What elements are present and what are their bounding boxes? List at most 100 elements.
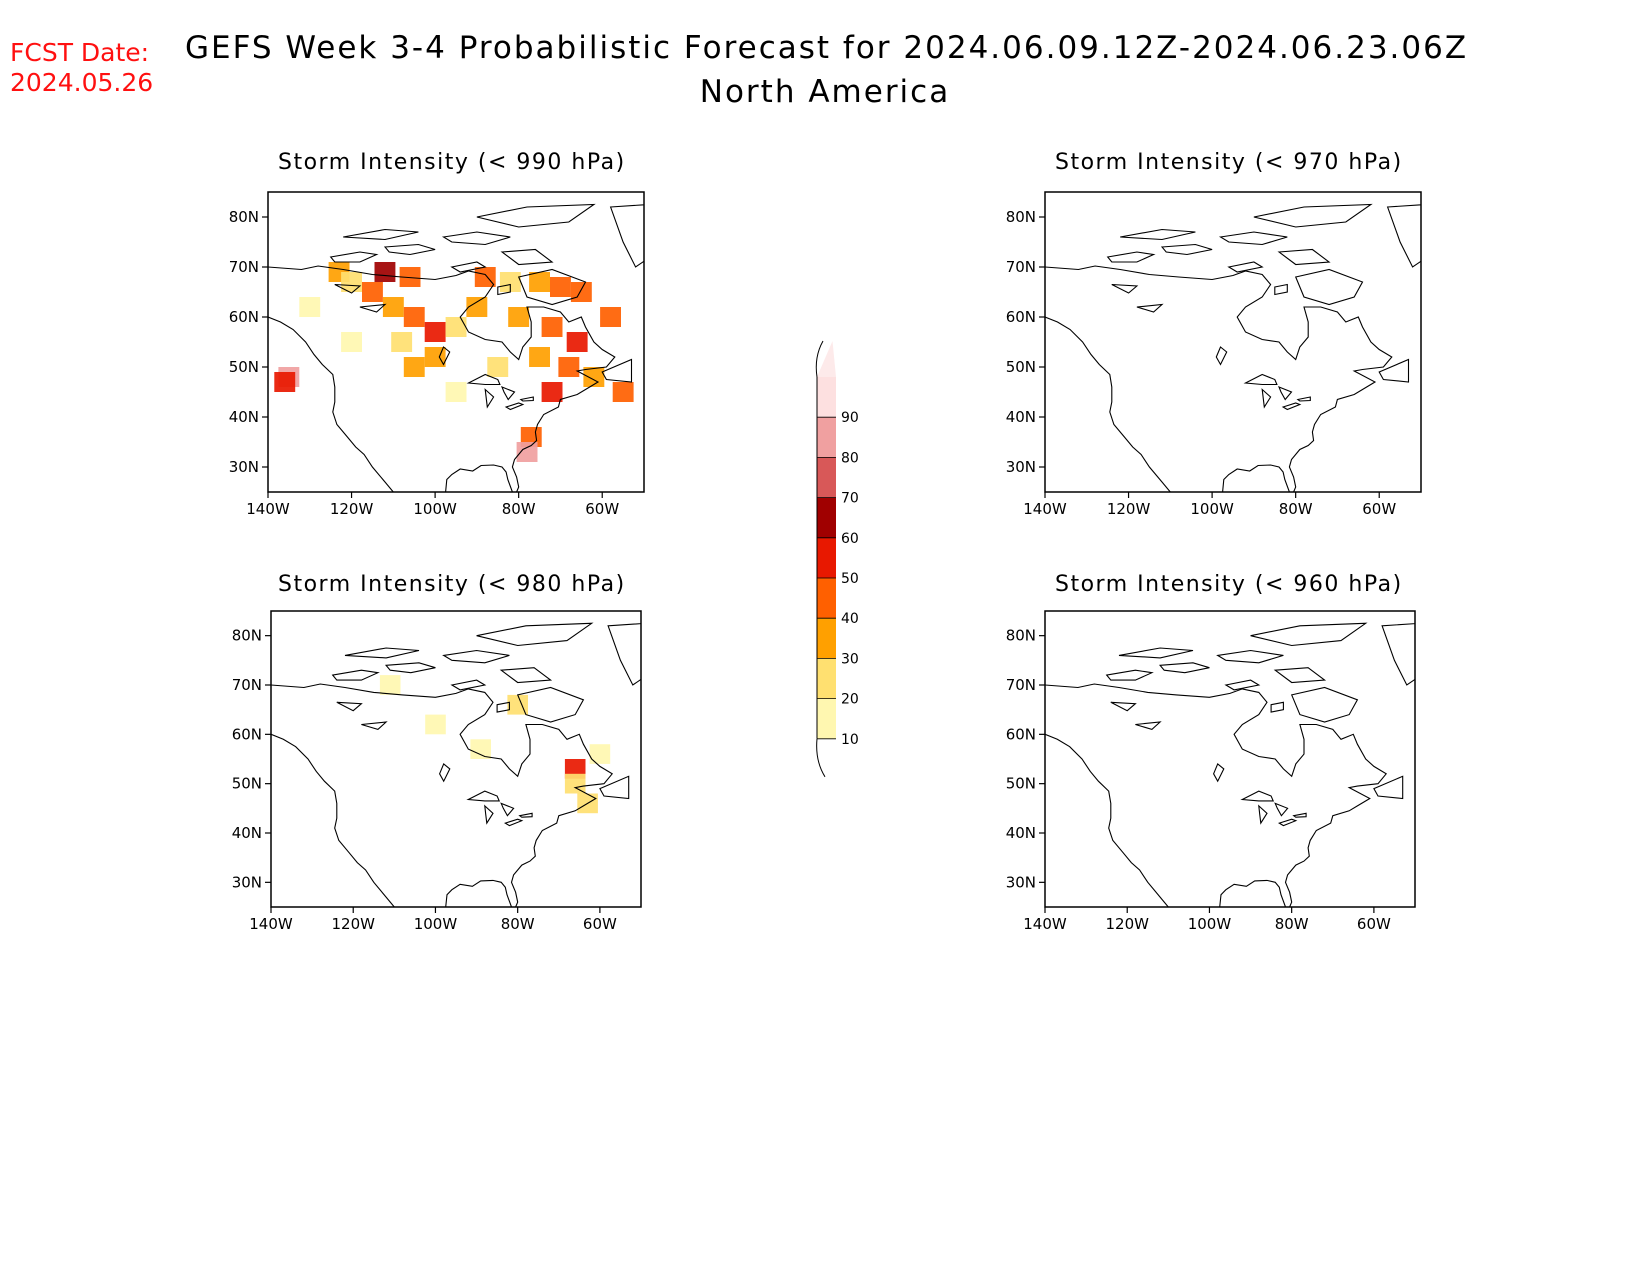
probability-cell (550, 277, 571, 297)
probability-cell (382, 297, 404, 317)
map-panel-990: 80N 70N 60N 50N 40N 30N 140W 120W 100W 80W 60W (229, 191, 645, 518)
lon-tick-label: 100W (1188, 915, 1232, 933)
coastline (599, 775, 630, 800)
lat-tick-label: 80N (229, 208, 259, 226)
coastline (1222, 464, 1290, 492)
probability-cell (374, 262, 396, 282)
probability-cell (508, 307, 530, 327)
coastline (466, 790, 501, 802)
lat-tick-label: 30N (229, 458, 259, 476)
probability-cell (516, 442, 538, 462)
lat-tick-label: 70N (232, 676, 262, 694)
coastline (438, 346, 451, 366)
probability-cell (541, 382, 563, 402)
lat-tick-label: 40N (232, 824, 262, 842)
lon-tick-label: 100W (1190, 500, 1234, 518)
coastline (1160, 243, 1213, 256)
colorbar-label: 30 (841, 651, 859, 667)
coastline (1281, 402, 1302, 411)
lat-tick-label: 70N (1006, 258, 1036, 276)
lat-tick-label: 40N (1006, 408, 1036, 426)
coastline (1294, 268, 1364, 306)
lon-tick-label: 100W (414, 915, 458, 933)
lat-tick-label: 80N (1006, 208, 1036, 226)
coastline (450, 261, 487, 273)
map-frame (270, 610, 642, 908)
coastline (1216, 649, 1284, 664)
colorbar-segment (817, 618, 836, 659)
coastline (1212, 763, 1225, 783)
lat-tick-label: 40N (229, 408, 259, 426)
lat-tick-label: 40N (1006, 824, 1036, 842)
coastline (503, 818, 524, 827)
probability-cell (570, 282, 592, 302)
lon-tick-label: 140W (1023, 500, 1067, 518)
probability-cell (583, 367, 605, 387)
coastline (466, 373, 501, 386)
colorbar-segment (817, 698, 836, 739)
forecast-date: FCST Date: 2024.05.26 (10, 38, 153, 98)
coastline (445, 879, 513, 907)
colorbar-segment (817, 658, 836, 699)
lon-tick-label: 80W (1275, 915, 1309, 933)
coastline (445, 464, 513, 492)
colorbar-segment (817, 417, 836, 458)
coastline (1045, 683, 1388, 907)
lat-tick-label: 60N (1006, 725, 1036, 743)
lat-tick-label: 80N (232, 627, 262, 645)
lon-tick-label: 60W (585, 500, 619, 518)
lat-tick-label: 50N (1006, 775, 1036, 793)
coastline (1110, 701, 1137, 712)
coastline (361, 721, 388, 731)
coastline (476, 622, 594, 647)
coastline (271, 683, 614, 907)
map-frame (1044, 191, 1422, 493)
colorbar-label: 10 (841, 732, 859, 748)
probability-cell (529, 347, 550, 367)
map-frame (267, 191, 645, 493)
colorbar-segment (817, 457, 836, 498)
colorbar-segment (817, 578, 836, 619)
coastline (1045, 265, 1393, 492)
coastline (1240, 790, 1275, 802)
coastline (334, 283, 362, 294)
coastline (450, 679, 487, 691)
probability-cell (425, 714, 446, 735)
map-frame (1044, 610, 1416, 908)
coastline (1261, 388, 1272, 409)
probability-cell (341, 272, 362, 292)
coastline (441, 231, 511, 246)
coastline (1381, 623, 1415, 686)
map-panel-970: 80N 70N 60N 50N 40N 30N 140W 120W 100W 80W 60W (1006, 191, 1422, 518)
coastline (504, 402, 525, 411)
coastline (484, 804, 494, 825)
panel-title-970: Storm Intensity (< 970 hPa) (1055, 150, 1403, 175)
coastline (1135, 721, 1162, 731)
probability-cell (566, 332, 588, 352)
probability-cell (379, 675, 401, 695)
coastline (1215, 346, 1228, 366)
coastline (1218, 231, 1288, 246)
probability-cell (564, 773, 586, 794)
coastline (1158, 662, 1210, 674)
probability-cell (341, 332, 362, 352)
panel-title-980: Storm Intensity (< 980 hPa) (278, 572, 626, 597)
coastline (1224, 679, 1261, 691)
lon-tick-label: 120W (1105, 915, 1149, 933)
probability-cell (424, 322, 446, 342)
lon-tick-label: 100W (413, 500, 457, 518)
coastline (500, 248, 554, 266)
probability-cell (466, 297, 488, 317)
coastline (1296, 396, 1311, 402)
probability-cell (445, 382, 467, 402)
colorbar: 10 20 30 40 50 60 70 80 90 (815, 340, 859, 778)
probability-cell (600, 307, 621, 327)
coastline (1045, 316, 1171, 492)
colorbar-segment (817, 377, 836, 418)
coastline (268, 316, 394, 492)
probability-cell (362, 282, 383, 302)
coastline (1270, 701, 1284, 713)
coastline (476, 203, 596, 228)
coastline (1373, 775, 1404, 800)
